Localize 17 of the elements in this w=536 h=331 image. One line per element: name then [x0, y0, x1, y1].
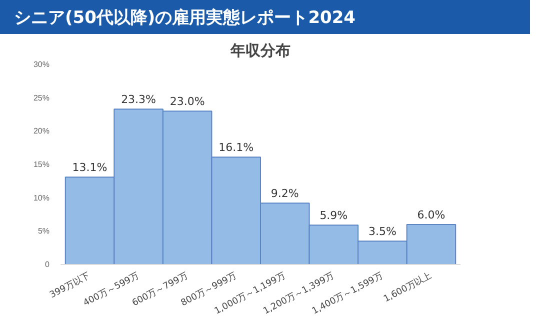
- chart-title: シニア(50代以降)の雇用実態レポート2024: [14, 7, 356, 30]
- data-label: 3.5%: [368, 225, 396, 238]
- y-tick-label: 25%: [33, 93, 50, 102]
- data-label: 16.1%: [218, 141, 254, 154]
- data-label: 23.3%: [121, 93, 156, 106]
- y-tick-label: 5%: [38, 226, 50, 236]
- y-tick-label: 0: [45, 260, 50, 269]
- data-label: 6.0%: [417, 208, 446, 222]
- data-label: 9.2%: [270, 187, 299, 200]
- y-tick-label: 10%: [33, 193, 50, 202]
- chart-subtitle: 年収分布: [230, 42, 290, 60]
- data-label: 13.1%: [72, 161, 108, 174]
- data-label: 23.0%: [170, 95, 205, 108]
- y-tick-label: 20%: [33, 126, 50, 136]
- y-tick-label: 15%: [33, 160, 50, 169]
- data-label: 5.9%: [320, 209, 348, 222]
- y-tick-label: 30%: [33, 60, 50, 69]
